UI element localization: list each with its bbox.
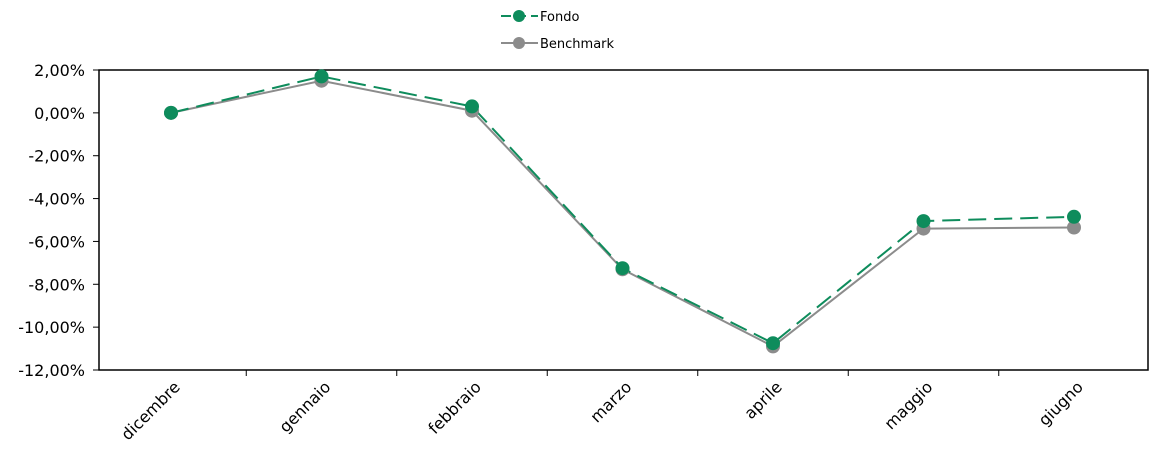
y-tick-label: -4,00% xyxy=(28,190,85,209)
x-tick-label: dicembre xyxy=(117,377,184,444)
legend-marker-fondo xyxy=(513,10,525,22)
x-tick-label: gennaio xyxy=(275,377,334,436)
data-point-fondo xyxy=(766,336,780,351)
x-tick-label: marzo xyxy=(586,377,635,426)
data-point-fondo xyxy=(1067,209,1081,224)
y-tick-label: -2,00% xyxy=(28,147,85,166)
y-tick-label: 2,00% xyxy=(34,61,85,80)
x-axis-ticks: dicembre gennaio febbraio marzo aprile maggio… xyxy=(117,370,1087,444)
y-tick-label: -6,00% xyxy=(28,232,85,251)
legend-label-fondo: Fondo xyxy=(540,10,579,25)
legend-marker-benchmark xyxy=(513,37,525,49)
series-line-benchmark xyxy=(170,79,1075,348)
x-tick-label: maggio xyxy=(881,377,937,433)
y-tick-label: -12,00% xyxy=(18,361,85,380)
x-tick-label: aprile xyxy=(740,377,785,422)
data-point-fondo xyxy=(615,261,630,276)
x-tick-label: febbraio xyxy=(424,377,484,437)
data-point-fondo xyxy=(314,69,329,84)
legend: Fondo Benchmark xyxy=(501,10,615,52)
data-point-fondo xyxy=(465,99,479,114)
y-tick-label: -10,00% xyxy=(18,318,85,337)
y-tick-label: -8,00% xyxy=(28,275,85,294)
series-group xyxy=(164,69,1081,354)
axes xyxy=(98,69,1149,371)
series-line-fondo xyxy=(170,75,1075,345)
y-tick-label: 0,00% xyxy=(34,104,85,123)
y-axis-ticks: 2,00% 0,00% -2,00% -4,00% -6,00% -8,00% -10,00… xyxy=(18,61,99,380)
data-point-fondo xyxy=(916,214,931,229)
legend-label-benchmark: Benchmark xyxy=(540,37,615,52)
data-point-benchmark xyxy=(1067,220,1081,235)
data-point-fondo xyxy=(164,105,178,120)
plot-area-frame xyxy=(98,69,1149,371)
x-tick-label: giugno xyxy=(1035,377,1087,429)
